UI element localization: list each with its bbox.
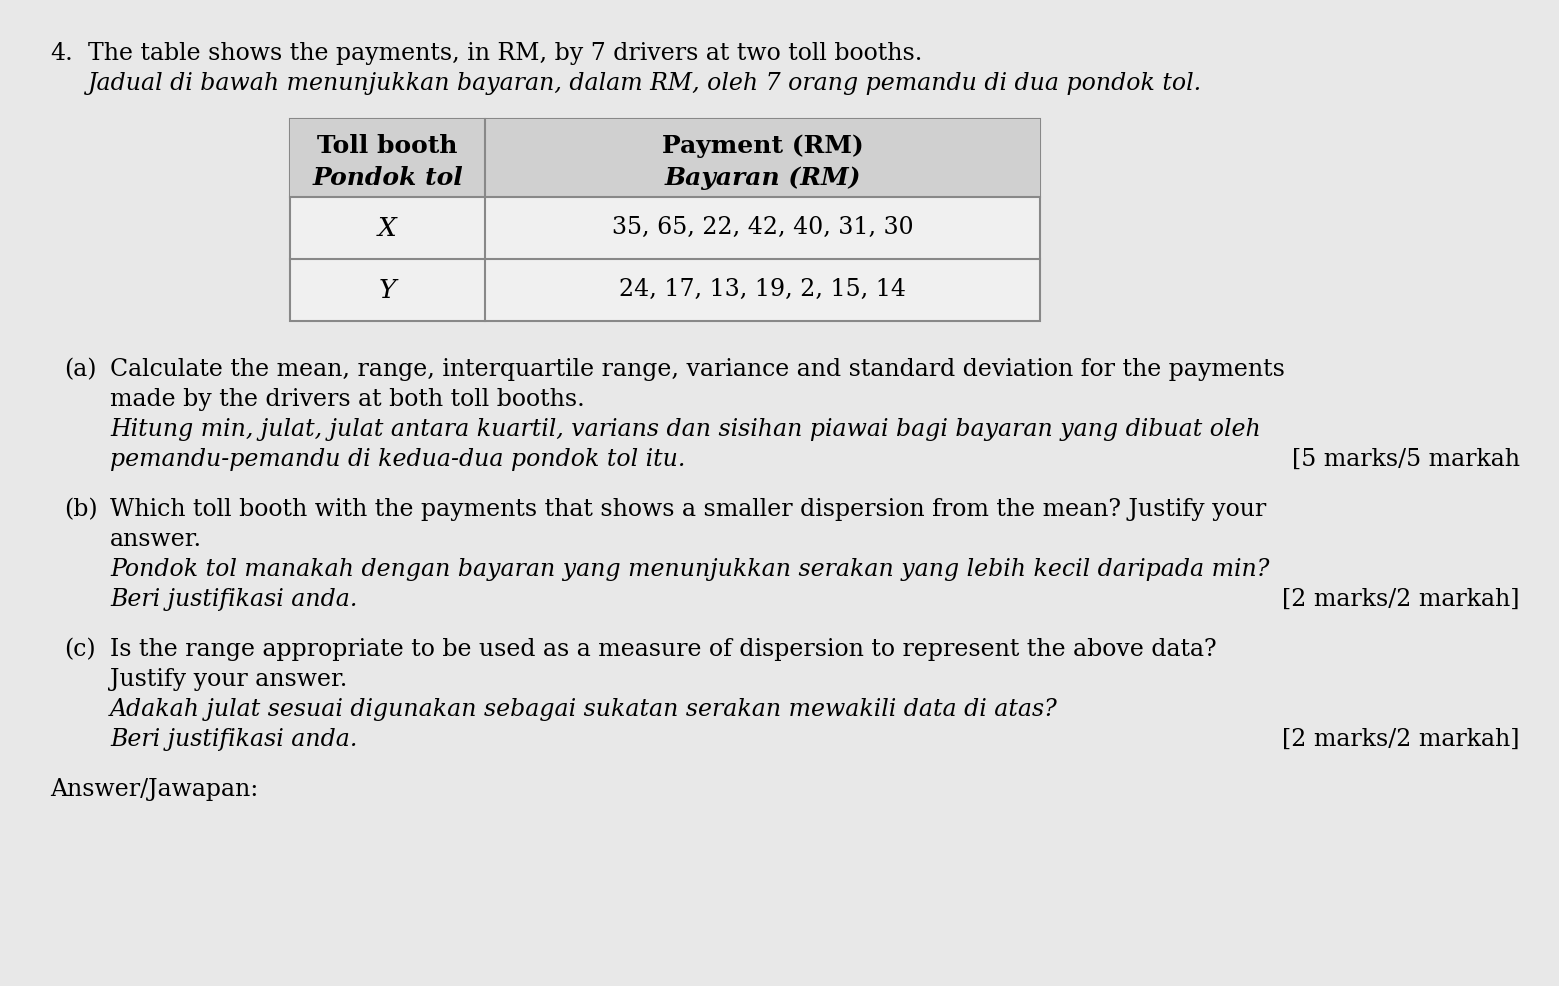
Text: Justify your answer.: Justify your answer. (111, 668, 348, 690)
Text: Hitung min, julat, julat antara kuartil, varians dan sisihan piawai bagi bayaran: Hitung min, julat, julat antara kuartil,… (111, 418, 1261, 441)
Text: (b): (b) (64, 498, 98, 521)
Bar (290, 120, 1040, 321)
Text: Adakah julat sesuai digunakan sebagai sukatan serakan mewakili data di atas?: Adakah julat sesuai digunakan sebagai su… (111, 697, 1057, 720)
Text: [2 marks/2 markah]: [2 marks/2 markah] (1283, 588, 1520, 610)
Text: [2 marks/2 markah]: [2 marks/2 markah] (1283, 728, 1520, 750)
Text: (a): (a) (64, 358, 97, 381)
Text: X: X (379, 216, 398, 241)
Text: Pondok tol manakah dengan bayaran yang menunjukkan serakan yang lebih kecil dari: Pondok tol manakah dengan bayaran yang m… (111, 557, 1269, 581)
Text: 4.: 4. (50, 42, 73, 65)
Bar (290, 120, 1040, 198)
Text: Calculate the mean, range, interquartile range, variance and standard deviation : Calculate the mean, range, interquartile… (111, 358, 1285, 381)
Text: Beri justifikasi anda.: Beri justifikasi anda. (111, 588, 357, 610)
Text: Pondok tol: Pondok tol (312, 166, 463, 190)
Text: Bayaran (RM): Bayaran (RM) (664, 166, 861, 190)
Text: 35, 65, 22, 42, 40, 31, 30: 35, 65, 22, 42, 40, 31, 30 (611, 216, 914, 239)
Text: Toll booth: Toll booth (316, 134, 458, 158)
Text: Answer/Jawapan:: Answer/Jawapan: (50, 777, 259, 801)
Text: Is the range appropriate to be used as a measure of dispersion to represent the : Is the range appropriate to be used as a… (111, 637, 1216, 661)
Text: made by the drivers at both toll booths.: made by the drivers at both toll booths. (111, 387, 585, 410)
Text: Which toll booth with the payments that shows a smaller dispersion from the mean: Which toll booth with the payments that … (111, 498, 1266, 521)
Text: Payment (RM): Payment (RM) (661, 134, 864, 158)
Text: Y: Y (379, 278, 396, 303)
Text: (c): (c) (64, 637, 95, 661)
Text: Beri justifikasi anda.: Beri justifikasi anda. (111, 728, 357, 750)
Text: pemandu-pemandu di kedua-dua pondok tol itu.: pemandu-pemandu di kedua-dua pondok tol … (111, 448, 686, 470)
Text: 24, 17, 13, 19, 2, 15, 14: 24, 17, 13, 19, 2, 15, 14 (619, 278, 906, 301)
Text: answer.: answer. (111, 528, 203, 550)
Text: Jadual di bawah menunjukkan bayaran, dalam RM, oleh 7 orang pemandu di dua pondo: Jadual di bawah menunjukkan bayaran, dal… (87, 72, 1202, 95)
Text: The table shows the payments, in RM, by 7 drivers at two toll booths.: The table shows the payments, in RM, by … (87, 42, 923, 65)
Text: [5 marks/5 markah: [5 marks/5 markah (1292, 448, 1520, 470)
